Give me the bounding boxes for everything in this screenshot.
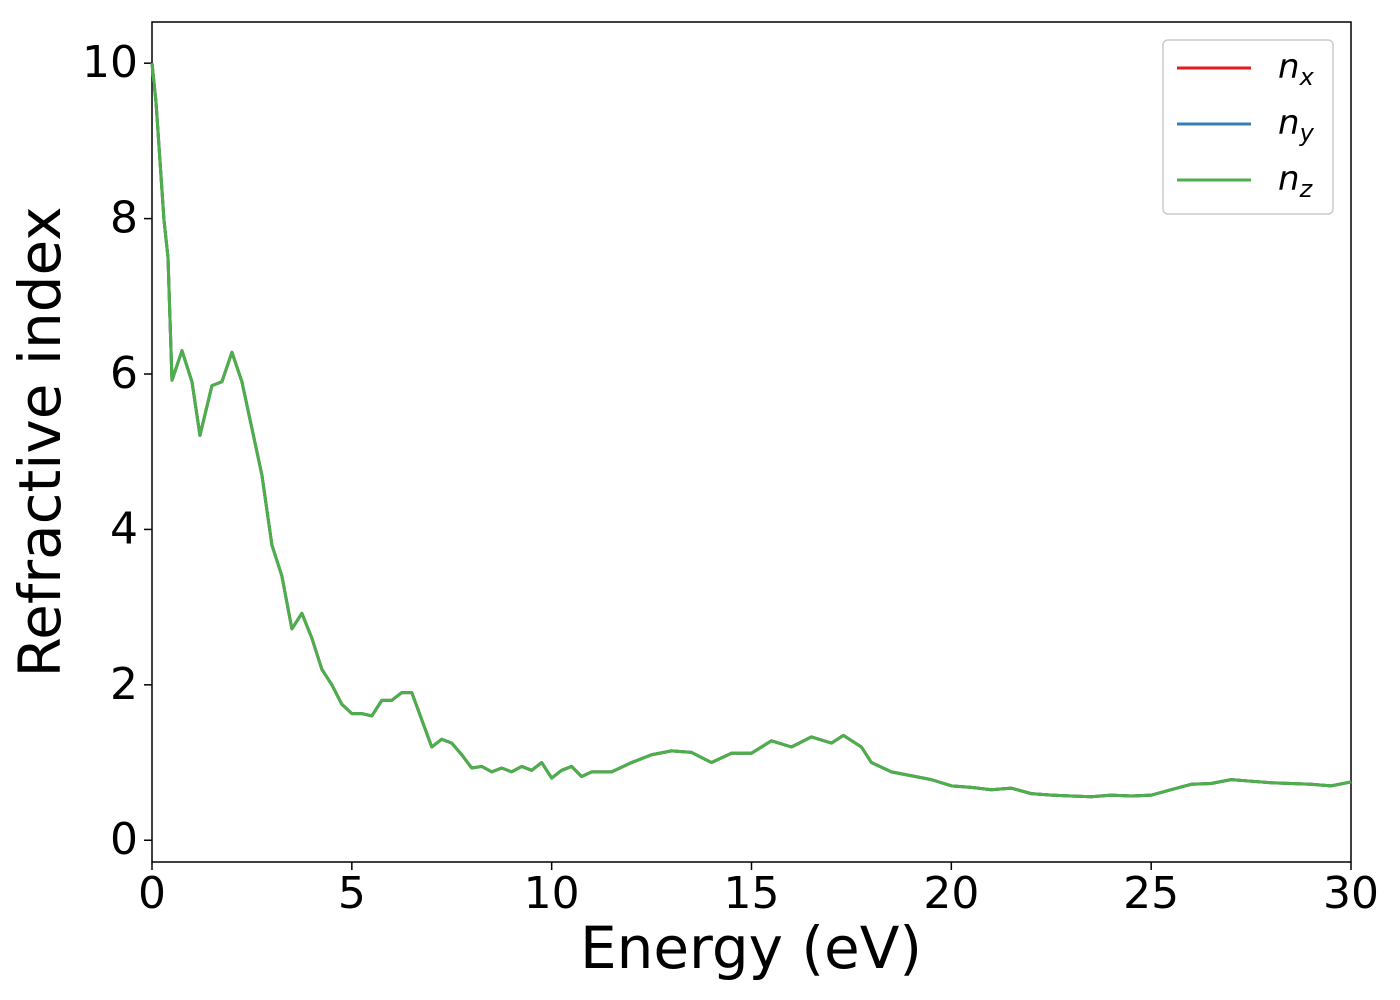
y-tick-label: 2	[110, 659, 138, 710]
x-axis-label: Energy (eV)	[580, 914, 922, 982]
data-line	[150, 63, 1352, 799]
y-tick-label: 0	[110, 814, 138, 865]
legend-box	[1162, 39, 1334, 215]
y-tick-label: 4	[110, 503, 138, 554]
x-tick-label: 0	[138, 868, 166, 919]
x-tick-label: 25	[1123, 868, 1179, 919]
x-tick-label: 5	[338, 868, 366, 919]
x-tick-label: 20	[923, 868, 979, 919]
y-tick-label: 10	[82, 37, 138, 88]
y-tick-label: 6	[110, 348, 138, 399]
x-tick-label: 10	[524, 868, 580, 919]
y-axis-label: Refractive index	[6, 206, 74, 677]
y-tick-label: 8	[110, 193, 138, 244]
x-tick-label: 30	[1323, 868, 1379, 919]
legend-label: ny	[1278, 103, 1315, 148]
x-tick-label: 15	[724, 868, 780, 919]
legend-label: nz	[1278, 159, 1314, 204]
legend-label: nx	[1278, 47, 1315, 92]
